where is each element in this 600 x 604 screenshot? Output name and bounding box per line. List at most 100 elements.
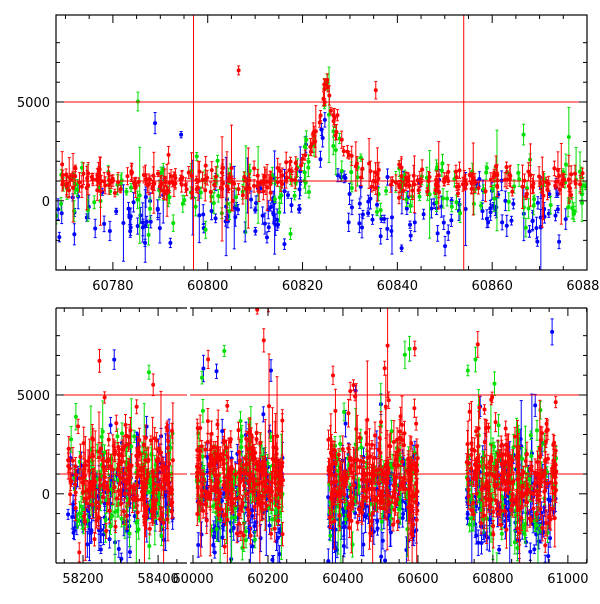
data-point xyxy=(534,226,538,230)
top-panel: 60780608006082060840608606088005000 xyxy=(17,15,600,294)
data-point xyxy=(97,456,101,460)
data-point xyxy=(547,192,551,196)
data-point xyxy=(354,164,358,168)
data-point xyxy=(272,212,276,216)
data-point xyxy=(307,160,311,164)
data-point xyxy=(127,493,131,497)
data-point xyxy=(225,184,229,188)
data-point xyxy=(124,423,128,427)
data-point xyxy=(289,160,293,164)
data-point xyxy=(67,447,71,451)
data-point xyxy=(237,187,241,191)
data-point xyxy=(340,138,344,142)
data-point xyxy=(458,168,462,172)
data-point xyxy=(138,213,142,217)
data-point xyxy=(209,190,213,194)
x-tick-label: 60820 xyxy=(282,279,323,294)
data-point xyxy=(108,229,112,233)
data-point xyxy=(125,482,129,486)
x-tick-label: 60840 xyxy=(377,279,418,294)
data-point xyxy=(329,109,333,113)
data-point xyxy=(142,443,146,447)
data-point xyxy=(134,521,138,525)
data-point xyxy=(96,515,100,519)
data-point xyxy=(201,213,205,217)
data-point xyxy=(123,472,127,476)
data-point xyxy=(343,176,347,180)
data-point xyxy=(160,513,164,517)
data-point xyxy=(168,491,172,495)
data-point xyxy=(564,217,568,221)
data-point xyxy=(104,518,108,522)
data-point xyxy=(385,175,389,179)
data-point xyxy=(564,162,568,166)
data-point xyxy=(318,121,322,125)
data-point xyxy=(101,430,105,434)
data-point xyxy=(286,193,290,197)
data-point xyxy=(253,229,257,233)
data-point xyxy=(249,197,253,201)
data-point xyxy=(64,184,68,188)
data-point xyxy=(299,163,303,167)
data-point xyxy=(570,206,574,210)
data-point xyxy=(557,174,561,178)
data-point xyxy=(531,219,535,223)
data-point xyxy=(91,454,95,458)
data-point xyxy=(104,529,108,533)
data-point xyxy=(297,207,301,211)
data-point xyxy=(203,188,207,192)
data-point xyxy=(105,485,109,489)
data-point xyxy=(307,190,311,194)
data-point xyxy=(284,160,288,164)
data-point xyxy=(132,485,136,489)
data-point xyxy=(130,170,134,174)
data-point xyxy=(568,186,572,190)
data-point xyxy=(120,454,124,458)
data-point xyxy=(484,189,488,193)
data-point xyxy=(149,220,153,224)
data-point xyxy=(237,68,241,72)
data-point xyxy=(91,480,95,484)
data-point xyxy=(350,205,354,209)
data-point xyxy=(120,517,124,521)
data-point xyxy=(508,174,512,178)
data-point xyxy=(156,172,160,176)
x-tick-label: 58200 xyxy=(62,572,103,587)
y-tick-label: 5000 xyxy=(17,96,50,111)
data-point xyxy=(350,186,354,190)
data-point xyxy=(436,184,440,188)
data-point xyxy=(389,229,393,233)
data-point xyxy=(166,483,170,487)
data-point xyxy=(138,193,142,197)
data-point xyxy=(390,215,394,219)
data-point xyxy=(123,491,127,495)
data-point xyxy=(505,165,509,169)
data-point xyxy=(458,211,462,215)
data-point xyxy=(79,504,83,508)
data-point xyxy=(404,183,408,187)
data-point xyxy=(252,184,256,188)
data-point xyxy=(298,169,302,173)
data-point xyxy=(147,544,151,548)
data-point xyxy=(531,185,535,189)
data-point xyxy=(401,189,405,193)
data-point xyxy=(142,521,146,525)
data-point xyxy=(155,474,159,478)
data-point xyxy=(98,484,102,488)
data-point xyxy=(61,173,65,177)
data-point xyxy=(77,550,81,554)
data-point xyxy=(347,220,351,224)
data-point xyxy=(108,509,112,513)
data-point xyxy=(128,550,132,554)
data-point xyxy=(322,83,326,87)
data-point xyxy=(580,201,584,205)
data-point xyxy=(102,467,106,471)
data-point xyxy=(389,183,393,187)
data-point xyxy=(360,225,364,229)
data-point xyxy=(367,161,371,165)
data-point xyxy=(146,459,150,463)
data-point xyxy=(397,196,401,200)
data-point xyxy=(166,439,170,443)
data-point xyxy=(119,187,123,191)
